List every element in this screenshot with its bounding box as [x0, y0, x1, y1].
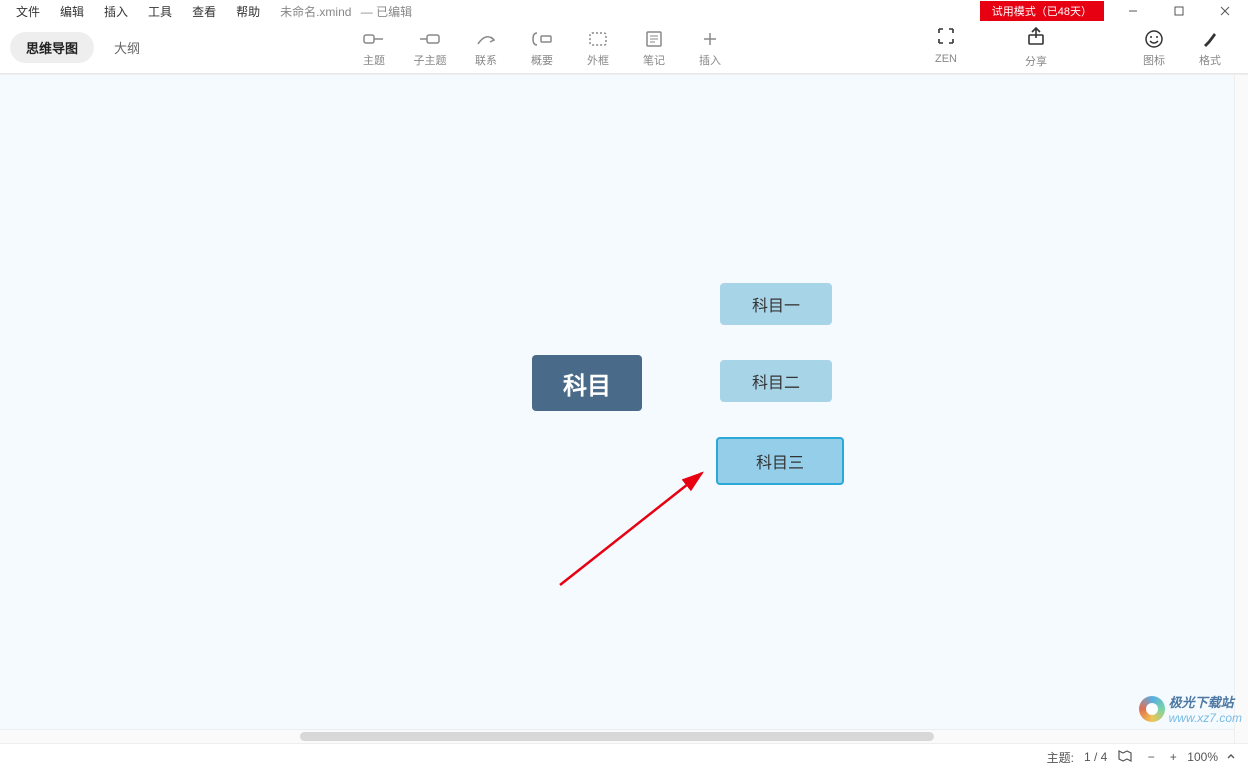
menu-insert[interactable]: 插入: [94, 1, 138, 22]
toolbar-far-right: 图标 格式: [1126, 28, 1238, 68]
tool-label: 外框: [587, 52, 609, 68]
topic-count-value: 1 / 4: [1084, 750, 1107, 764]
menu-edit[interactable]: 编辑: [50, 1, 94, 22]
plus-icon: [699, 28, 721, 50]
share-icon: [1026, 26, 1046, 51]
tool-label: 子主题: [414, 52, 447, 68]
tool-label: 笔记: [643, 52, 665, 68]
subtopic-icon: [419, 28, 441, 50]
tool-label: 图标: [1143, 52, 1165, 68]
window-controls: [1110, 0, 1248, 22]
note-icon: [643, 28, 665, 50]
tool-relation[interactable]: 联系: [458, 28, 514, 68]
close-button[interactable]: [1202, 0, 1248, 22]
menu-tools[interactable]: 工具: [138, 1, 182, 22]
boundary-icon: [587, 28, 609, 50]
watermark: 极光下载站 www.xz7.com: [1139, 692, 1242, 725]
titlebar: 文件 编辑 插入 工具 查看 帮助 未命名.xmind — 已编辑 试用模式（已…: [0, 0, 1248, 22]
tool-note[interactable]: 笔记: [626, 28, 682, 68]
watermark-site-name: 极光下载站: [1169, 692, 1242, 711]
main-toolbar: 主题 子主题 联系 概要 外框 笔记 插入: [346, 28, 738, 68]
topic-icon: [363, 28, 385, 50]
zoom-menu-chevron-icon[interactable]: [1224, 750, 1238, 764]
tab-outline[interactable]: 大纲: [98, 32, 156, 63]
tool-topic[interactable]: 主题: [346, 28, 402, 68]
topic-count-label: 主题:: [1047, 749, 1074, 766]
tool-iconlib[interactable]: 图标: [1126, 28, 1182, 68]
tool-boundary[interactable]: 外框: [570, 28, 626, 68]
tool-label: 概要: [531, 52, 553, 68]
minimize-button[interactable]: [1110, 0, 1156, 22]
watermark-site-url: www.xz7.com: [1169, 711, 1242, 725]
tool-share[interactable]: 分享: [1006, 26, 1066, 69]
statusbar: 主题: 1 / 4 − + 100%: [0, 744, 1248, 770]
horizontal-scrollbar[interactable]: [0, 729, 1234, 743]
toolbar-row: 思维导图 大纲 主题 子主题 联系 概要 外框 笔记 插入: [0, 22, 1248, 74]
zoom-out-button[interactable]: −: [1143, 749, 1159, 765]
relation-icon: [475, 28, 497, 50]
tool-label: 插入: [699, 52, 721, 68]
zoom-level: 100%: [1187, 750, 1218, 764]
summary-icon: [531, 28, 553, 50]
tool-insert[interactable]: 插入: [682, 28, 738, 68]
tool-label: 格式: [1199, 52, 1221, 68]
view-tabs: 思维导图 大纲: [10, 32, 166, 63]
document-title: 未命名.xmind — 已编辑: [280, 3, 412, 20]
menu-file[interactable]: 文件: [6, 1, 50, 22]
maximize-button[interactable]: [1156, 0, 1202, 22]
tool-subtopic[interactable]: 子主题: [402, 28, 458, 68]
zoom-in-button[interactable]: +: [1165, 749, 1181, 765]
watermark-logo-icon: [1139, 696, 1165, 722]
tool-label: 主题: [363, 52, 385, 68]
zoom-controls: − + 100%: [1143, 749, 1238, 765]
tool-summary[interactable]: 概要: [514, 28, 570, 68]
menu-help[interactable]: 帮助: [226, 1, 270, 22]
map-overview-icon[interactable]: [1117, 748, 1133, 767]
tool-label: 分享: [1025, 53, 1047, 69]
file-name: 未命名.xmind: [280, 5, 351, 19]
tool-label: 联系: [475, 52, 497, 68]
brush-icon: [1199, 28, 1221, 50]
toolbar-right: ZEN 分享: [916, 26, 1066, 69]
trial-mode-badge: 试用模式（已48天）: [980, 1, 1104, 21]
file-edited-status: — 已编辑: [361, 5, 412, 19]
annotation-arrow: [0, 75, 1248, 743]
tool-label: ZEN: [935, 53, 957, 65]
tool-zen[interactable]: ZEN: [916, 26, 976, 65]
vertical-scrollbar[interactable]: [1234, 75, 1248, 743]
smiley-icon: [1143, 28, 1165, 50]
canvas[interactable]: 科目 科目一 科目二 科目三 极光下载站 www.xz7.com: [0, 74, 1248, 744]
tab-mindmap[interactable]: 思维导图: [10, 32, 94, 63]
tool-format[interactable]: 格式: [1182, 28, 1238, 68]
menu-view[interactable]: 查看: [182, 1, 226, 22]
main-menu: 文件 编辑 插入 工具 查看 帮助: [0, 1, 270, 22]
zen-icon: [936, 26, 956, 51]
